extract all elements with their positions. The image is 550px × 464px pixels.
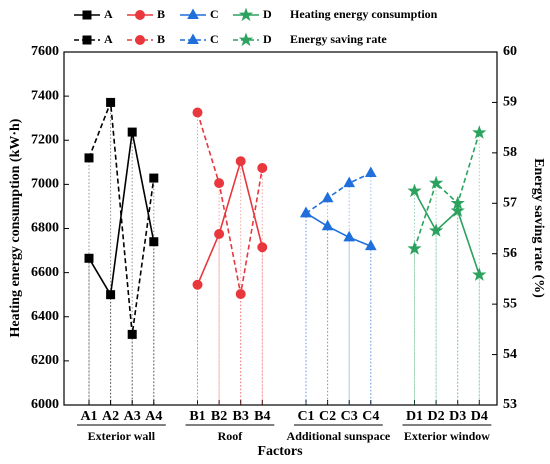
point bbox=[127, 329, 137, 339]
y2-tick-label: 60 bbox=[503, 44, 517, 59]
x-tick-label: C3 bbox=[341, 409, 358, 424]
group-label: Additional sunspace bbox=[287, 429, 391, 443]
point bbox=[214, 178, 225, 189]
legend-title: Heating energy consumption bbox=[290, 7, 438, 21]
x-tick-label: C4 bbox=[362, 409, 379, 424]
point bbox=[321, 219, 334, 231]
y-tick-label: 6200 bbox=[31, 353, 59, 368]
y2-tick-label: 53 bbox=[503, 397, 517, 412]
point bbox=[450, 195, 465, 210]
legend-label: B bbox=[157, 7, 165, 21]
point bbox=[235, 156, 246, 167]
point bbox=[149, 173, 159, 183]
x-tick-label: B2 bbox=[211, 409, 227, 424]
y2-axis-title: Energy saving rate (%) bbox=[531, 158, 546, 298]
point bbox=[106, 290, 116, 300]
y-tick-label: 7600 bbox=[31, 44, 59, 59]
x-tick-label: A2 bbox=[102, 409, 119, 424]
point bbox=[300, 206, 312, 218]
x-tick-label: B4 bbox=[254, 409, 270, 424]
x-tick-label: D1 bbox=[406, 409, 423, 424]
x-tick-label: D2 bbox=[428, 409, 445, 424]
point bbox=[214, 229, 225, 240]
series-line bbox=[413, 190, 481, 276]
y-tick-label: 7400 bbox=[31, 88, 59, 103]
x-tick-label: B1 bbox=[189, 409, 205, 424]
point bbox=[364, 239, 377, 251]
y2-tick-label: 56 bbox=[503, 246, 517, 261]
legend-label: A bbox=[104, 32, 113, 46]
group-label: Exterior wall bbox=[88, 429, 156, 443]
x-tick-label: C1 bbox=[297, 409, 314, 424]
point bbox=[84, 153, 94, 163]
legend-marker bbox=[187, 33, 199, 44]
point bbox=[364, 166, 377, 178]
series-line bbox=[196, 158, 264, 286]
legend-title: Energy saving rate bbox=[290, 32, 387, 46]
legend-label: C bbox=[210, 32, 219, 46]
point bbox=[428, 175, 444, 190]
point bbox=[407, 241, 422, 255]
x-axis-title: Factors bbox=[257, 444, 303, 459]
y-tick-label: 6000 bbox=[31, 397, 59, 412]
point bbox=[407, 183, 422, 198]
series-line bbox=[305, 212, 372, 247]
y-tick-label: 6400 bbox=[31, 309, 59, 324]
point bbox=[343, 230, 356, 242]
point bbox=[257, 242, 268, 253]
point bbox=[84, 253, 94, 263]
series-line bbox=[413, 132, 481, 249]
legend-marker bbox=[135, 10, 145, 20]
x-tick-label: A4 bbox=[145, 409, 162, 424]
y-tick-label: 6800 bbox=[31, 221, 59, 236]
point bbox=[428, 223, 444, 237]
legend-marker bbox=[135, 35, 145, 45]
group-label: Roof bbox=[218, 429, 244, 443]
y2-tick-label: 57 bbox=[503, 196, 517, 211]
y-axis-title: Heating energy consumption (kW·h) bbox=[8, 118, 23, 337]
point bbox=[192, 279, 203, 290]
legend-marker bbox=[238, 7, 254, 22]
series-line bbox=[196, 112, 264, 295]
x-tick-label: B3 bbox=[233, 409, 249, 424]
point bbox=[106, 97, 116, 107]
series-line bbox=[88, 102, 155, 335]
point bbox=[149, 237, 159, 247]
legend-label: C bbox=[210, 7, 219, 21]
point bbox=[343, 176, 356, 188]
y-tick-label: 6600 bbox=[31, 265, 59, 280]
y-tick-label: 7000 bbox=[31, 177, 59, 192]
legend-label: A bbox=[104, 7, 113, 21]
point bbox=[257, 162, 268, 173]
legend-marker bbox=[82, 35, 92, 45]
point bbox=[321, 191, 334, 203]
series-line bbox=[305, 172, 372, 215]
x-tick-label: D3 bbox=[449, 409, 466, 424]
y-tick-label: 7200 bbox=[31, 132, 59, 147]
legend-label: D bbox=[263, 7, 272, 21]
x-tick-label: C2 bbox=[319, 409, 336, 424]
y2-tick-label: 59 bbox=[503, 95, 517, 110]
y2-tick-label: 55 bbox=[503, 296, 517, 311]
legend-marker bbox=[82, 10, 92, 20]
x-tick-label: A1 bbox=[80, 409, 97, 424]
x-tick-label: D4 bbox=[471, 409, 488, 424]
legend-marker bbox=[238, 32, 254, 47]
y2-tick-label: 54 bbox=[503, 347, 517, 362]
legend-marker bbox=[187, 8, 199, 19]
y2-tick-label: 58 bbox=[503, 145, 517, 160]
point bbox=[472, 125, 487, 139]
point bbox=[127, 127, 137, 137]
point bbox=[235, 289, 246, 300]
point bbox=[192, 107, 203, 118]
group-label: Exterior window bbox=[404, 429, 490, 443]
legend-label: D bbox=[263, 32, 272, 46]
point bbox=[472, 267, 487, 281]
legend-label: B bbox=[157, 32, 165, 46]
x-tick-label: A3 bbox=[124, 409, 141, 424]
